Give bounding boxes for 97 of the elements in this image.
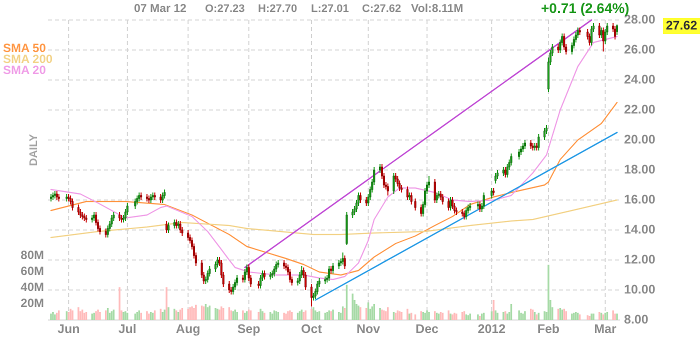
x-tick-label: Jun <box>58 322 80 336</box>
candlestick <box>304 272 307 290</box>
candlestick <box>244 268 246 283</box>
text: 07 Mar 12 <box>134 3 186 15</box>
candlestick <box>494 172 497 184</box>
y-tick-label: 24.00 <box>624 72 656 86</box>
text: SMA 200 <box>3 52 53 66</box>
y-tick-label: 12.00 <box>624 252 656 266</box>
candlestick <box>538 134 540 151</box>
x-tick-label: Jul <box>118 322 136 336</box>
y-tick-label: 8.00 <box>624 312 648 326</box>
y-tick-label: 14.00 <box>624 222 656 236</box>
text: O:27.23 <box>205 3 245 15</box>
candlestick <box>396 176 399 187</box>
candlestick <box>187 230 190 241</box>
candlestick <box>72 198 74 211</box>
candlestick <box>167 222 170 234</box>
y2-tick-label: 20M <box>20 296 44 310</box>
candlestick <box>275 261 278 272</box>
text: L:27.01 <box>311 3 349 15</box>
text: +0.71 (2.64%) <box>541 0 630 16</box>
candlestick <box>214 261 217 272</box>
candlestick <box>106 225 109 238</box>
text: SMA 20 <box>3 63 46 77</box>
candlestick <box>236 274 238 286</box>
candlestick <box>602 27 604 52</box>
candlestick <box>228 280 230 294</box>
candlestick <box>590 26 593 46</box>
candlestick <box>544 128 546 140</box>
candlestick <box>588 33 591 46</box>
candlestick <box>478 201 481 212</box>
y-tick-label: 10.00 <box>624 282 656 296</box>
candlestick <box>77 204 80 216</box>
candlestick <box>386 183 389 196</box>
candlestick <box>465 207 468 220</box>
x-tick-label: Feb <box>537 322 560 336</box>
x-tick-label: Nov <box>356 322 380 336</box>
candlestick <box>234 279 236 290</box>
candlestick <box>434 178 436 204</box>
y-tick-label: 16.00 <box>624 192 656 206</box>
candlestick <box>398 180 401 192</box>
candlestick <box>482 192 485 210</box>
text: SMA 50 <box>3 41 46 55</box>
candlestick <box>288 268 291 283</box>
candlestick <box>179 220 182 234</box>
y-tick-label: 18.00 <box>624 162 656 176</box>
x-tick-label: Dec <box>416 322 439 336</box>
candlestick <box>162 192 164 204</box>
text: DAILY <box>28 133 40 166</box>
text: Vol:8.11M <box>411 3 464 15</box>
text: H:27.70 <box>258 3 298 15</box>
candlestick <box>600 27 602 38</box>
candlestick <box>442 194 444 205</box>
candlestick <box>328 266 330 282</box>
line-series <box>50 102 618 276</box>
candlestick <box>110 214 113 228</box>
candlestick <box>273 266 276 277</box>
candlestick <box>316 280 318 295</box>
candlestick <box>518 148 520 160</box>
y2-tick-label: 40M <box>20 280 44 294</box>
candlestick <box>449 196 452 211</box>
text: C:27.62 <box>362 3 402 15</box>
candlestick <box>260 274 262 289</box>
candlestick <box>414 198 416 211</box>
candlestick <box>448 198 450 211</box>
candlestick <box>451 196 454 210</box>
y2-tick-label: 80M <box>20 248 44 262</box>
x-tick-label: Aug <box>176 322 200 336</box>
y-tick-label: 20.00 <box>624 132 656 146</box>
candlestick <box>436 192 438 204</box>
candlestick <box>392 172 395 194</box>
candlestick <box>342 252 344 265</box>
candlestick <box>510 153 512 166</box>
candlestick <box>563 33 566 50</box>
text: 27.62 <box>666 18 698 32</box>
line-series <box>50 199 618 238</box>
x-tick-label: 2012 <box>478 322 506 336</box>
candlestick <box>614 26 616 40</box>
candlestick <box>506 164 508 178</box>
candlestick <box>420 204 422 217</box>
candlestick <box>344 255 346 270</box>
candlestick <box>206 270 209 283</box>
candlestick <box>134 198 136 210</box>
candlestick <box>576 27 579 38</box>
y-tick-label: 22.00 <box>624 102 656 116</box>
x-tick-label: Oct <box>301 322 323 336</box>
candlestick <box>166 220 168 234</box>
candlestick <box>616 24 618 36</box>
y-tick-label: 26.00 <box>624 42 656 56</box>
x-tick-label: Sep <box>237 322 261 336</box>
candlestick <box>410 192 412 205</box>
x-tick-label: Mar <box>594 322 616 336</box>
candlestick <box>406 186 408 200</box>
candlestick <box>232 284 234 295</box>
candlestick <box>359 192 362 204</box>
y2-tick-label: 60M <box>20 264 44 278</box>
candlestick <box>490 188 493 199</box>
